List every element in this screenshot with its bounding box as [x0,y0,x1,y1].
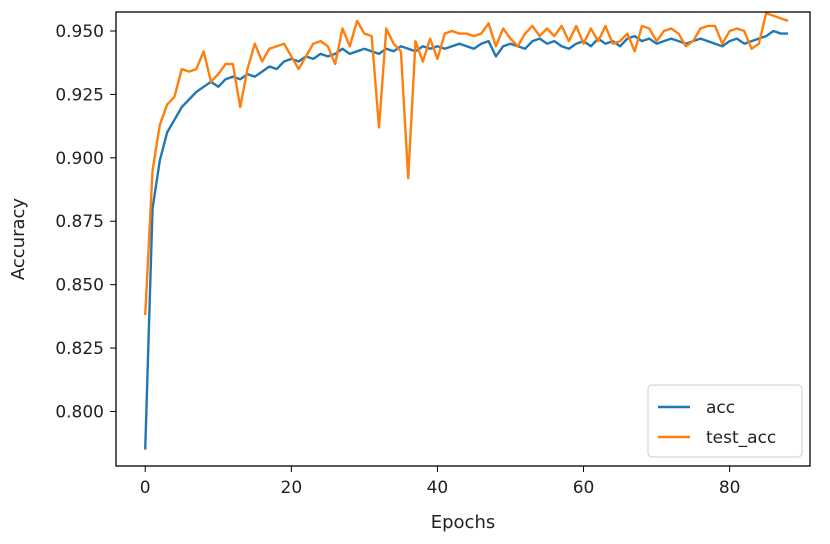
x-tick-label: 20 [281,478,303,498]
y-tick-label: 0.800 [55,402,104,422]
x-tick-label: 60 [573,478,595,498]
y-axis-label: Accuracy [8,198,29,281]
y-tick-label: 0.825 [55,339,104,359]
legend: acc test_acc [647,384,803,458]
legend-label-test-acc: test_acc [706,428,776,448]
y-tick-label: 0.900 [55,149,104,169]
x-tick-label: 40 [427,478,449,498]
x-tick-label: 80 [719,478,741,498]
plot-lines [144,12,789,450]
axes-frame [115,11,811,467]
x-tick-label: 0 [140,478,151,498]
y-tick-label: 0.950 [55,22,104,42]
y-tick-label: 0.925 [55,85,104,105]
legend-label-acc: acc [706,398,735,418]
x-axis-label: Epochs [431,512,496,533]
x-axis: 0 20 40 60 80 [140,466,741,498]
y-tick-label: 0.850 [55,276,104,296]
legend-box [647,384,803,458]
y-tick-label: 0.875 [55,212,104,232]
series-line-acc [144,29,789,450]
series-line-test-acc [144,12,789,316]
y-axis: 0.800 0.825 0.850 0.875 0.900 0.925 0.950 [55,22,116,422]
